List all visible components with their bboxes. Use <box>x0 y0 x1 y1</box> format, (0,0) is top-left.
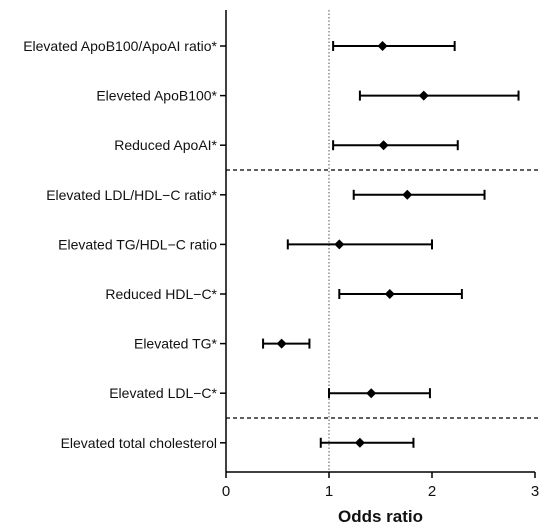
row-label: Elevated TG* <box>134 336 218 352</box>
odds-ratio-marker <box>366 388 377 399</box>
odds-ratio-marker <box>334 239 345 250</box>
x-tick-label: 3 <box>531 483 539 500</box>
x-tick-label: 0 <box>222 483 230 500</box>
row-label: Elevated total cholesterol <box>61 435 217 451</box>
x-tick-label: 1 <box>325 483 333 500</box>
odds-ratio-marker <box>402 189 413 200</box>
odds-ratio-marker <box>378 140 389 151</box>
row-label: Reduced ApoAI* <box>114 137 217 153</box>
odds-ratio-marker <box>384 289 395 299</box>
row-label: Elevated ApoB100/ApoAI ratio* <box>23 38 217 54</box>
row-label: Reduced HDL−C* <box>105 286 217 302</box>
x-axis-ticks: 0 1 2 3 <box>222 472 539 500</box>
forest-row: Reduced HDL−C* <box>105 286 463 302</box>
group-separators <box>226 169 541 419</box>
row-label: Elevated LDL/HDL−C ratio* <box>46 187 217 203</box>
row-label: Eleveted ApoB100* <box>96 88 217 104</box>
forest-rows: Elevated ApoB100/ApoAI ratio* Eleveted Ap… <box>23 38 520 451</box>
x-tick-label: 2 <box>428 483 436 500</box>
odds-ratio-marker <box>377 41 388 51</box>
forest-row: Elevated ApoB100/ApoAI ratio* <box>23 38 456 54</box>
forest-row: Elevated TG/HDL−C ratio <box>58 236 433 252</box>
forest-row: Eleveted ApoB100* <box>96 88 520 104</box>
forest-row: Elevated LDL−C* <box>109 385 431 401</box>
forest-row: Elevated LDL/HDL−C ratio* <box>46 187 486 203</box>
odds-ratio-marker <box>418 90 429 101</box>
row-label: Elevated TG/HDL−C ratio <box>58 236 217 252</box>
odds-ratio-marker <box>276 338 287 349</box>
forest-row: Elevated total cholesterol <box>61 435 415 451</box>
x-axis-title: Odds ratio <box>338 507 423 526</box>
odds-ratio-marker <box>354 437 365 448</box>
row-label: Elevated LDL−C* <box>109 385 217 401</box>
forest-row: Reduced ApoAI* <box>114 137 459 153</box>
forest-row: Elevated TG* <box>134 336 311 352</box>
